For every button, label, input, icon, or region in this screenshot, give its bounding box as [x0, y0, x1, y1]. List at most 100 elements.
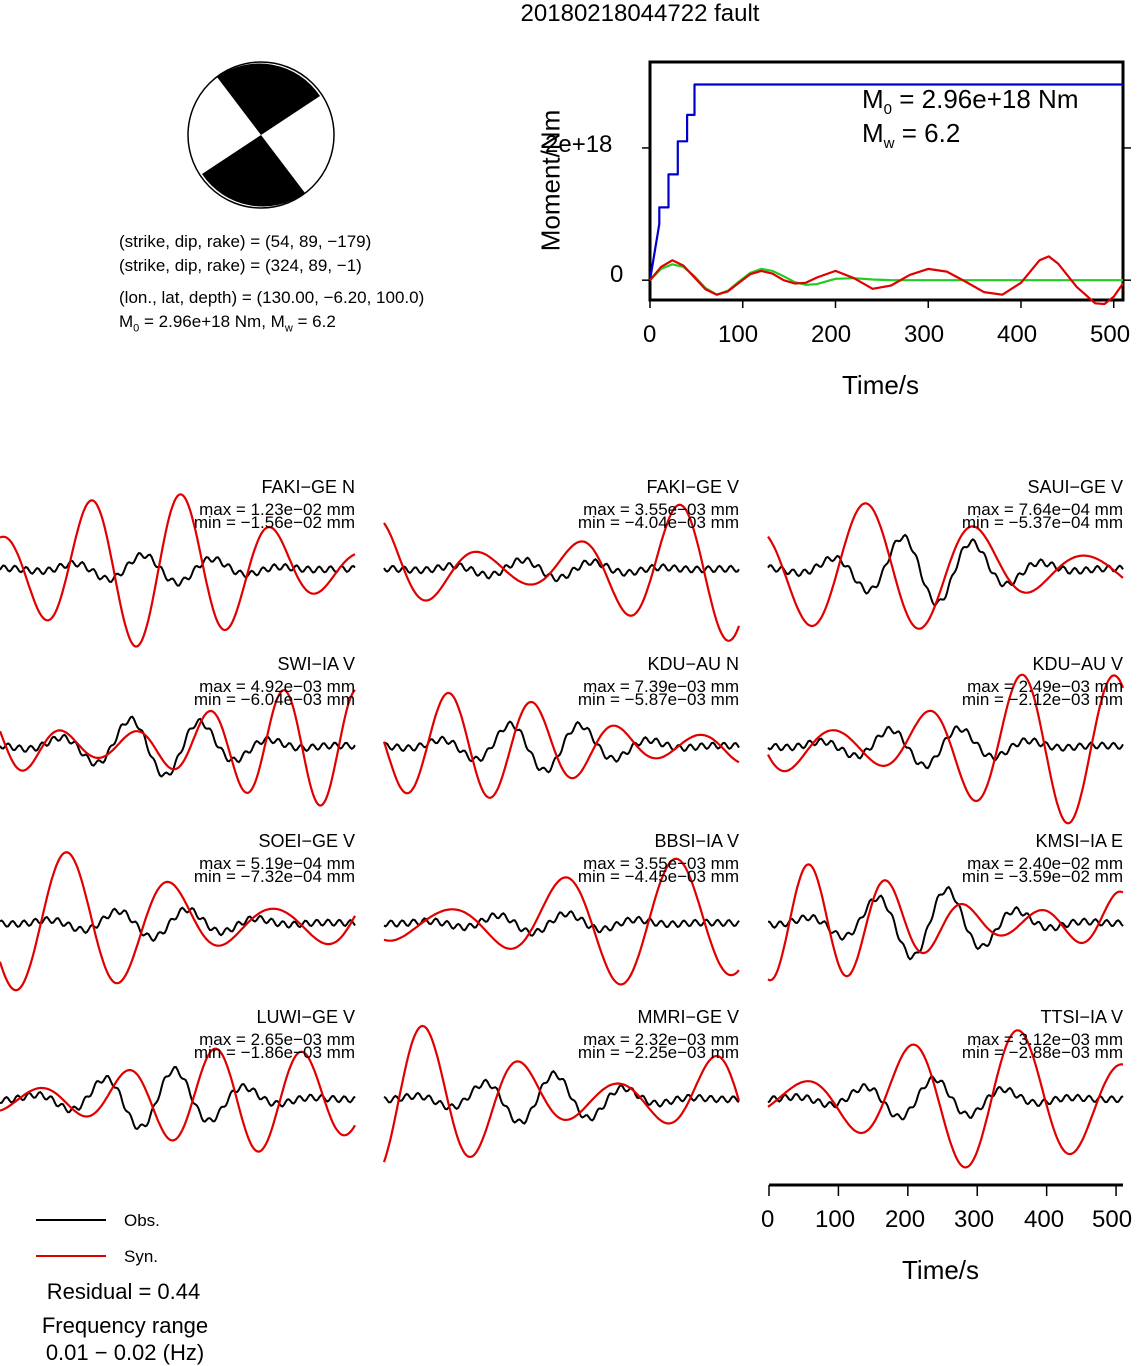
moment-xtick-400: 400	[997, 321, 1038, 348]
waveform-panel-7	[383, 857, 740, 986]
syn-trace-6	[0, 851, 356, 992]
obs-trace-3	[0, 715, 356, 778]
moment-summary: M0 = 2.96e+18 Nm, Mw = 6.2	[119, 310, 424, 340]
waveform-panel-1	[383, 503, 741, 642]
m0-value: = 2.96e+18 Nm, M	[139, 312, 285, 331]
station-name-0: FAKI−GE N	[261, 477, 355, 497]
waveform-panel-8	[767, 863, 1124, 982]
station-name-4: KDU−AU N	[647, 654, 739, 674]
m0-subscript: 0	[133, 322, 140, 335]
waveform-panel-0	[0, 493, 356, 648]
waveform-panel-11	[767, 1029, 1124, 1169]
syn-trace-7	[383, 857, 740, 986]
obs-trace-9	[0, 1065, 356, 1131]
plot-title: 20180218044722 fault	[520, 0, 760, 27]
moment-rate-red-line	[649, 255, 1124, 306]
station-min-7: min = −4.45e−03 mm	[577, 867, 739, 886]
legend-syn-label: Syn.	[124, 1247, 159, 1266]
info-text-block: (strike, dip, rake) = (54, 89, −179) (st…	[119, 230, 371, 278]
moment-xlabel: Time/s	[842, 370, 920, 400]
waveform-panel-6	[0, 851, 356, 992]
moment-panel-frame	[648, 60, 1125, 302]
moment-xtick-300: 300	[904, 321, 945, 348]
obs-trace-5	[767, 725, 1124, 770]
syn-trace-10	[382, 1024, 741, 1163]
obs-trace-10	[383, 1069, 740, 1125]
station-min-9: min = −1.86e−03 mm	[193, 1043, 355, 1062]
moment-ytick-0: 0	[610, 261, 624, 288]
focal-mechanism-beachball	[187, 61, 335, 209]
station-min-4: min = −5.87e−03 mm	[577, 690, 739, 709]
wave-xlabel: Time/s	[902, 1255, 980, 1285]
syn-trace-5	[767, 673, 1125, 825]
station-name-3: SWI−IA V	[277, 654, 355, 674]
waveform-panel-3	[0, 688, 356, 807]
syn-trace-3	[0, 688, 356, 807]
station-max-3: max = 4.92e−03 mm	[199, 677, 355, 696]
panel-m0-label: M0 = 2.96e+18 Nm	[862, 84, 1078, 118]
syn-trace-2	[767, 502, 1124, 630]
moment-xtick-500: 500	[1090, 321, 1131, 348]
moment-panel-series	[648, 83, 1124, 306]
station-max-8: max = 2.40e−02 mm	[967, 854, 1123, 873]
panel-mw-value: = 6.2	[894, 118, 961, 148]
mw-subscript: w	[284, 322, 293, 335]
wave-xtick-200: 200	[885, 1206, 926, 1233]
station-name-7: BBSI−IA V	[654, 831, 739, 851]
frequency-value: 0.01 − 0.02 (Hz)	[45, 1340, 205, 1365]
wave-xtick-100: 100	[815, 1206, 856, 1233]
station-max-10: max = 2.32e−03 mm	[583, 1030, 739, 1049]
syn-trace-4	[382, 691, 740, 799]
obs-trace-7	[383, 910, 740, 937]
waveform-panel-10	[382, 1024, 741, 1163]
obs-trace-11	[767, 1075, 1124, 1121]
location-block: (lon., lat, depth) = (130.00, −6.20, 100…	[119, 286, 424, 340]
wave-xtick-0: 0	[761, 1206, 775, 1233]
waveform-panel-4	[382, 691, 740, 799]
beachball-quadrant-2	[202, 135, 305, 207]
frequency-title: Frequency range	[41, 1313, 209, 1338]
panel-m0-value: = 2.96e+18 Nm	[892, 84, 1079, 114]
m0-symbol: M	[119, 312, 134, 331]
obs-trace-2	[767, 533, 1124, 607]
waveform-time-axis	[768, 1183, 1123, 1196]
station-min-0: min = −1.56e−02 mm	[193, 513, 355, 532]
station-max-4: max = 7.39e−03 mm	[583, 677, 739, 696]
wave-xtick-400: 400	[1024, 1206, 1065, 1233]
station-min-5: min = −2.12e−03 mm	[961, 690, 1123, 709]
syn-trace-9	[0, 1047, 356, 1153]
waveform-grid	[0, 493, 1125, 1169]
station-name-8: KMSI−IA E	[1035, 831, 1123, 851]
obs-trace-6	[0, 906, 356, 943]
station-name-6: SOEI−GE V	[258, 831, 355, 851]
moment-xtick-100: 100	[718, 321, 759, 348]
obs-trace-0	[0, 552, 356, 587]
moment-panel-ticks	[642, 147, 1131, 308]
strike-dip-rake-2: (strike, dip, rake) = (324, 89, −1)	[119, 256, 362, 275]
panel-m0-subscript: 0	[883, 101, 893, 119]
wave-xtick-300: 300	[954, 1206, 995, 1233]
waveform-panel-2	[767, 502, 1124, 630]
panel-mw-label: Mw = 6.2	[862, 118, 960, 152]
station-max-2: max = 7.64e−04 mm	[967, 500, 1123, 519]
station-max-7: max = 3.55e−03 mm	[583, 854, 739, 873]
waveform-panel-5	[767, 673, 1125, 825]
station-min-1: min = −4.04e−03 mm	[577, 513, 739, 532]
station-name-2: SAUI−GE V	[1027, 477, 1123, 497]
station-min-3: min = −6.04e−03 mm	[193, 690, 355, 709]
waveform-panel-9	[0, 1047, 356, 1153]
station-min-2: min = −5.37e−04 mm	[961, 513, 1123, 532]
legend-obs-label: Obs.	[124, 1211, 160, 1230]
moment-xtick-200: 200	[811, 321, 852, 348]
station-name-9: LUWI−GE V	[256, 1007, 355, 1027]
station-max-0: max = 1.23e−02 mm	[199, 500, 355, 519]
station-max-11: max = 3.12e−03 mm	[967, 1030, 1123, 1049]
panel-mw-subscript: w	[883, 135, 895, 153]
station-name-1: FAKI−GE V	[646, 477, 739, 497]
syn-trace-0	[0, 493, 356, 648]
lon-lat-depth: (lon., lat, depth) = (130.00, −6.20, 100…	[119, 288, 425, 307]
obs-trace-4	[383, 720, 740, 774]
station-max-9: max = 2.65e−03 mm	[199, 1030, 355, 1049]
obs-trace-8	[767, 885, 1124, 961]
